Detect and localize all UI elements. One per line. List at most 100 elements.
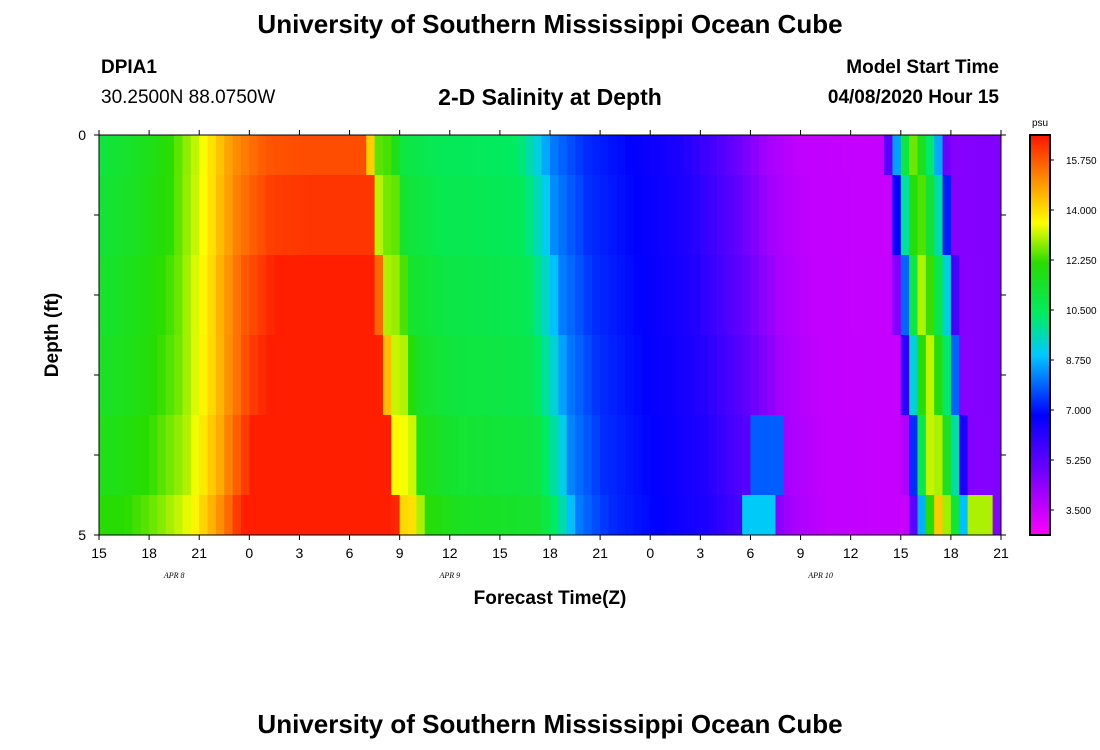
heatmap-cell — [99, 415, 108, 496]
heatmap-cell — [666, 255, 676, 336]
heatmap-cell — [240, 495, 250, 536]
heatmap-cell — [967, 135, 977, 176]
colorbar-tick-label: 8.750 — [1066, 356, 1091, 367]
heatmap-cell — [341, 495, 350, 536]
heatmap-cell — [800, 415, 810, 496]
x-tick-label: 21 — [993, 545, 1009, 561]
heatmap-cell — [524, 135, 534, 176]
heatmap-cell — [758, 495, 768, 536]
heatmap-cell — [625, 415, 634, 496]
heatmap-cell — [575, 495, 584, 536]
heatmap-cell — [625, 335, 634, 416]
heatmap-cell — [725, 495, 735, 536]
heatmap-cell — [257, 175, 267, 256]
heatmap-cell — [992, 335, 1002, 416]
heatmap-cell — [833, 175, 843, 256]
heatmap-cell — [808, 255, 818, 336]
heatmap-cell — [717, 175, 726, 256]
heatmap-cell — [641, 415, 651, 496]
heatmap-cell — [691, 135, 701, 176]
heatmap-cell — [792, 135, 801, 176]
heatmap-cell — [157, 175, 167, 256]
heatmap-cell — [825, 255, 835, 336]
heatmap-cell — [942, 415, 952, 496]
heatmap-cell — [892, 255, 902, 336]
heatmap-cell — [650, 415, 659, 496]
heatmap-cell — [867, 175, 877, 256]
heatmap-cell — [416, 175, 426, 256]
heatmap-cell — [449, 135, 459, 176]
heatmap-cell — [859, 175, 868, 256]
heatmap-cell — [282, 335, 292, 416]
heatmap-cell — [616, 415, 626, 496]
heatmap-cell — [683, 255, 693, 336]
heatmap-cell — [349, 175, 359, 256]
heatmap-cell — [466, 495, 476, 536]
heatmap-cell — [808, 335, 818, 416]
heatmap-cell — [174, 415, 183, 496]
heatmap-cell — [967, 175, 977, 256]
heatmap-cell — [483, 495, 492, 536]
heatmap-cell — [416, 255, 426, 336]
heatmap-cell — [942, 495, 952, 536]
x-tick-label: 0 — [646, 545, 654, 561]
heatmap-cell — [533, 135, 543, 176]
colorbar: psu 15.750 14.000 12.250 10.500 8.750 7.000 5.… — [1029, 118, 1097, 536]
heatmap-cell — [875, 135, 885, 176]
heatmap-cell — [566, 415, 576, 496]
y-axis-title: Depth (ft) — [42, 293, 63, 377]
heatmap-cell — [174, 495, 183, 536]
heatmap-cell — [808, 135, 818, 176]
heatmap-cell — [458, 415, 467, 496]
heatmap-cell — [959, 255, 968, 336]
heatmap-cell — [691, 335, 701, 416]
heatmap-cell — [274, 255, 284, 336]
heatmap-cell — [616, 335, 626, 416]
heatmap-cell — [700, 415, 710, 496]
heatmap-cell — [558, 335, 568, 416]
heatmap-cell — [641, 175, 651, 256]
x-tick-label: 9 — [396, 545, 404, 561]
heatmap-cell — [825, 335, 835, 416]
heatmap-cell — [675, 175, 685, 256]
heatmap-cell — [833, 335, 843, 416]
heatmap-cell — [742, 415, 751, 496]
heatmap-cell — [641, 335, 651, 416]
colorbar-ticks: 15.750 14.000 12.250 10.500 8.750 7.000 5.250 3… — [1050, 156, 1097, 517]
heatmap-cell — [700, 335, 710, 416]
heatmap-cell — [366, 415, 376, 496]
heatmap-cell — [433, 175, 442, 256]
heatmap-cell — [817, 495, 827, 536]
heatmap-cell — [859, 335, 868, 416]
heatmap-cell — [332, 415, 342, 496]
heatmap-cell — [224, 335, 234, 416]
heatmap-cell — [566, 335, 576, 416]
heatmap-cell — [666, 415, 676, 496]
heatmap-cell — [215, 335, 225, 416]
heatmap-cell — [249, 335, 259, 416]
heatmap-cell — [257, 415, 267, 496]
x-tick-label: 15 — [91, 545, 107, 561]
heatmap-cell — [775, 335, 785, 416]
heatmap-cell — [725, 335, 735, 416]
heatmap-cell — [408, 175, 417, 256]
heatmap-cell — [575, 135, 584, 176]
heatmap-cell — [733, 495, 743, 536]
heatmap-cell — [950, 415, 960, 496]
x-tick-label: 21 — [191, 545, 207, 561]
heatmap-cell — [266, 415, 275, 496]
heatmap-cell — [299, 135, 309, 176]
heatmap-cell — [700, 495, 710, 536]
heatmap-cell — [975, 135, 985, 176]
heatmap-cell — [909, 175, 918, 256]
heatmap-cell — [199, 255, 208, 336]
heatmap-cell — [99, 135, 108, 176]
heatmap-cell — [533, 495, 543, 536]
heatmap-cell — [884, 175, 893, 256]
heatmap-cell — [299, 335, 309, 416]
y-axis-ticks: 05 — [78, 127, 1006, 543]
heatmap-cell — [240, 175, 250, 256]
heatmap-cell — [783, 495, 793, 536]
heatmap-cell — [433, 415, 442, 496]
